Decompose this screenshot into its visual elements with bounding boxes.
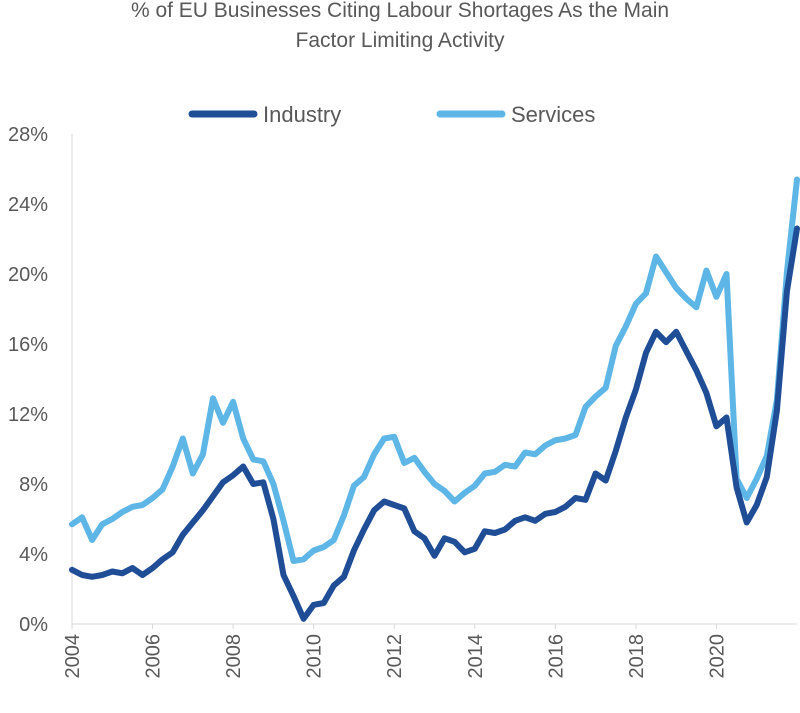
x-tick-label: 2006	[143, 634, 165, 679]
x-tick-label: 2016	[545, 634, 567, 679]
series-line-industry	[69, 225, 800, 622]
legend: Industry Services	[188, 102, 595, 127]
chart-title-line-2: Factor Limiting Activity	[295, 29, 505, 52]
legend-label-services: Services	[511, 102, 595, 127]
y-tick-label: 8%	[19, 474, 48, 496]
legend-label-industry: Industry	[263, 102, 341, 127]
x-tick-label: 2008	[223, 634, 245, 679]
y-tick-label: 28%	[8, 124, 48, 146]
x-axis: 2004 2006 2008 2010 2012 2014 2016 2018 2020	[62, 623, 797, 679]
x-tick-label: 2012	[384, 634, 406, 679]
series-line-services	[69, 176, 800, 564]
y-tick-label: 24%	[8, 194, 48, 216]
x-tick-label: 2018	[626, 634, 648, 679]
y-tick-label: 4%	[19, 544, 48, 566]
y-axis: 0% 4% 8% 12% 16% 20% 24% 28%	[8, 124, 73, 636]
x-tick-label: 2014	[465, 634, 487, 679]
x-tick-label: 2004	[62, 634, 84, 679]
y-tick-label: 20%	[8, 264, 48, 286]
y-tick-label: 16%	[8, 334, 48, 356]
x-tick-label: 2020	[706, 634, 728, 679]
x-tick-label: 2010	[304, 634, 326, 679]
y-tick-label: 12%	[8, 404, 48, 426]
chart-title-line-1: % of EU Businesses Citing Labour Shortag…	[130, 0, 670, 22]
y-tick-label: 0%	[19, 614, 48, 636]
plot-area	[69, 176, 800, 622]
